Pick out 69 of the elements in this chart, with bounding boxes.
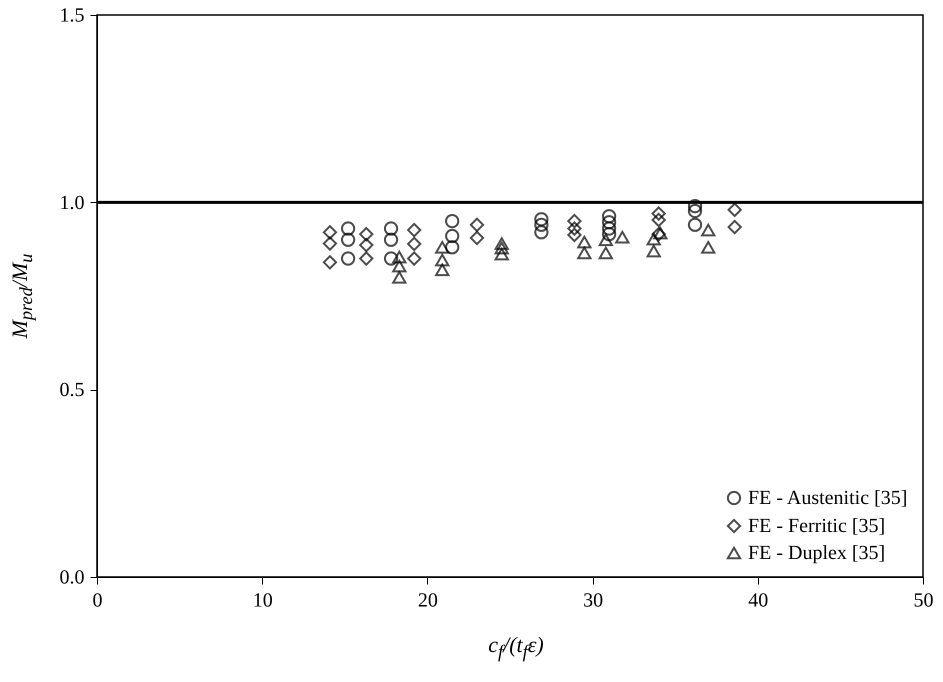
point [359, 251, 374, 266]
point [602, 227, 616, 242]
point [646, 232, 661, 246]
point [534, 212, 549, 226]
point [494, 248, 509, 260]
point [534, 225, 549, 240]
point [384, 251, 398, 266]
point [392, 250, 406, 264]
point [701, 224, 716, 236]
point [494, 242, 509, 254]
point [598, 246, 613, 260]
point [470, 230, 484, 246]
x-tick-label: 50 [914, 590, 934, 612]
point [646, 244, 661, 258]
y-tick-label: 0.0 [60, 566, 84, 588]
point [322, 236, 338, 251]
point [567, 228, 582, 242]
point [407, 251, 422, 266]
point [392, 260, 406, 272]
point [445, 240, 460, 254]
x-tick-label: 20 [418, 590, 438, 612]
y-tick-label: 1.5 [60, 4, 84, 26]
point [340, 232, 356, 247]
point [435, 263, 450, 276]
point [384, 232, 398, 247]
point [470, 218, 484, 232]
point [728, 220, 742, 234]
point [688, 204, 702, 218]
point [494, 237, 509, 250]
point [567, 221, 582, 236]
point [359, 238, 374, 252]
legend-label: FE - Austenitic [35] [748, 487, 908, 509]
point [322, 255, 338, 270]
point [577, 246, 592, 260]
point [340, 221, 356, 236]
point [688, 198, 702, 214]
point [407, 236, 422, 252]
point [598, 233, 613, 246]
legend-label: FE - Duplex [35] [748, 542, 886, 564]
point [340, 251, 356, 266]
x-tick-label: 40 [748, 590, 768, 612]
point [615, 230, 630, 244]
x-tick-label: 10 [252, 590, 273, 612]
point [407, 222, 422, 238]
point [602, 221, 616, 236]
point [688, 218, 702, 232]
point [445, 214, 460, 228]
point [652, 212, 666, 228]
point [322, 225, 338, 240]
point [602, 209, 616, 224]
point [392, 270, 406, 284]
x-tick-label: 0 [92, 590, 102, 612]
y-tick-label: 1.0 [60, 192, 84, 214]
point [359, 227, 374, 242]
point [602, 215, 616, 230]
point [445, 228, 460, 244]
point [701, 240, 716, 254]
point [567, 214, 582, 228]
point [435, 254, 450, 266]
point [384, 221, 398, 236]
x-axis-title: c$_{f}$/(t$_{f}$ε) [488, 632, 544, 662]
point [534, 218, 549, 232]
legend-label: FE - Ferritic [35] [748, 515, 886, 537]
y-tick-label: 0.5 [60, 379, 84, 402]
point [435, 240, 450, 254]
point [577, 236, 592, 248]
x-tick-label: 30 [583, 590, 604, 612]
point [652, 206, 666, 221]
point [728, 202, 742, 217]
